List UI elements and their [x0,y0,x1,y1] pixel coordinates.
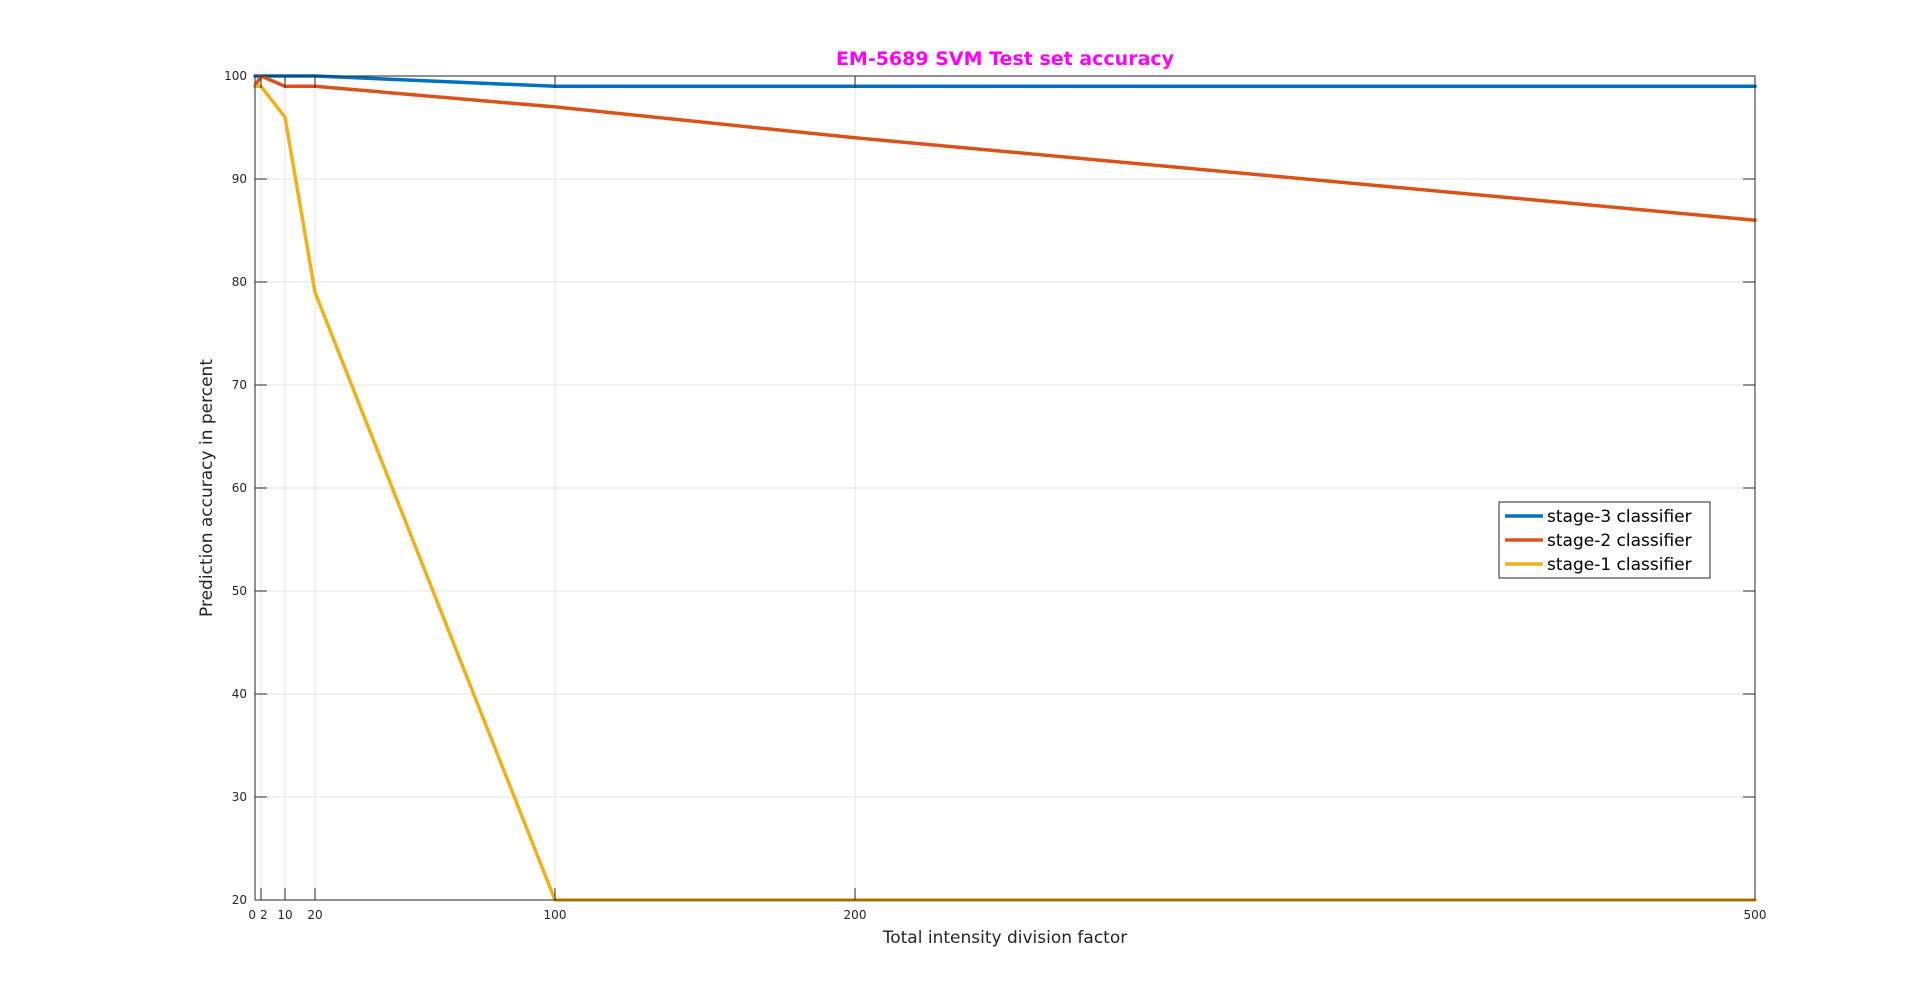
x-tick-label: 500 [1744,908,1767,922]
legend-entry-label: stage-3 classifier [1547,507,1692,527]
legend-entry-label: stage-2 classifier [1547,531,1692,551]
y-tick-label: 20 [232,893,247,907]
legend: stage-3 classifier stage-2 classifier stag… [1498,501,1711,579]
y-tick-label: 100 [224,69,247,83]
x-tick-label: 200 [844,908,867,922]
chart-title: EM-5689 SVM Test set accuracy [836,48,1175,70]
y-tick-label: 60 [232,481,247,495]
x-tick-label: 10 [277,908,292,922]
y-tick-label: 40 [232,687,247,701]
series-line-stage-1-classifier [253,84,1757,902]
y-tick-label: 90 [232,172,247,186]
series-line-stage-2-classifier [253,74,1757,222]
y-tick-label: 30 [232,790,247,804]
x-tick-label: 20 [307,908,322,922]
x-tick-label: 0 [248,908,256,922]
x-tick-label: 100 [544,908,567,922]
x-axis-label: Total intensity division factor [882,928,1127,948]
grid [255,76,1755,900]
axis-ticks: 20 30 40 50 60 70 80 90 100 0 2 10 20 100 200 500 [224,69,1766,922]
legend-entry-label: stage-1 classifier [1547,555,1692,575]
y-axis-label: Prediction accuracy in percent [197,359,217,617]
y-tick-label: 50 [232,584,247,598]
series-line-stage-3-classifier [253,74,1757,89]
y-tick-label: 80 [232,275,247,289]
x-tick-label: 2 [260,908,268,922]
y-tick-label: 70 [232,378,247,392]
